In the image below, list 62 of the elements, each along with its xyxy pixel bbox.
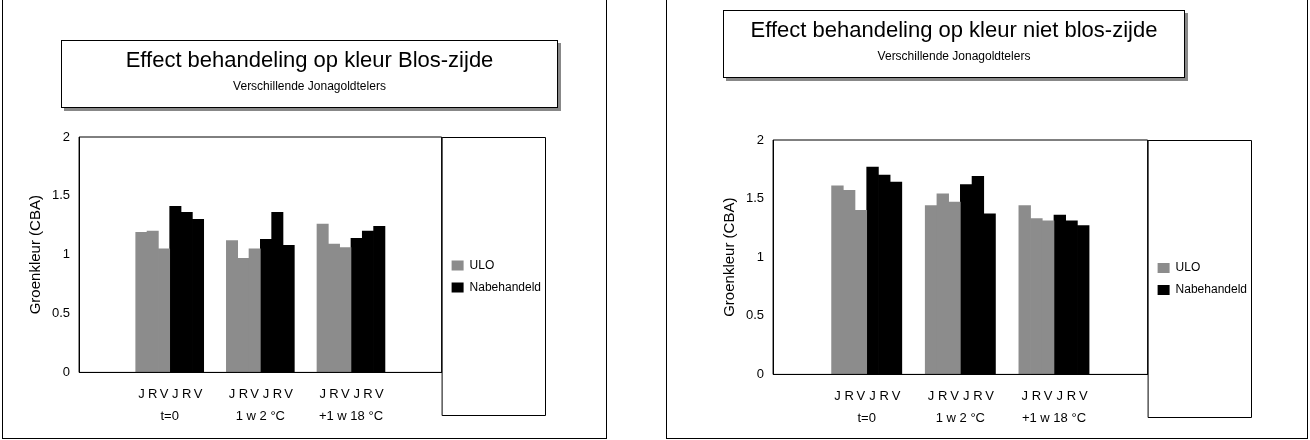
x-tick-label: V — [340, 385, 350, 401]
text: +1 w 18 °C — [318, 408, 384, 424]
x-tick-label: J — [1021, 387, 1028, 403]
y-tick-label: 0.5 — [51, 305, 71, 321]
legend-label: ULO — [469, 257, 495, 272]
x-tick-label: R — [938, 387, 948, 403]
chart-subtitle: Verschillende Jonagoldtelers — [876, 49, 1032, 63]
x-tick-label: J — [262, 385, 270, 401]
x-tick-label: R — [363, 385, 373, 401]
x-tick-label: V — [985, 387, 995, 403]
y-tick-label: 2 — [62, 128, 71, 144]
x-tick-label: R — [182, 385, 192, 401]
x-tick-label: R — [879, 387, 889, 403]
x-tick-label: R — [238, 385, 249, 401]
y-tick-label: 2 — [756, 131, 765, 147]
x-tick-label: J — [927, 387, 935, 403]
y-tick-label: 0 — [756, 365, 765, 381]
text: 1 w 2 °C — [935, 410, 985, 426]
x-tick-label: V — [193, 385, 203, 401]
text: t=0 — [857, 410, 876, 426]
chart-title: Effect behandeling op kleur niet blos-zijde — [749, 17, 1159, 43]
x-tick-label: R — [272, 385, 283, 401]
x-tick-label: J — [138, 385, 145, 401]
x-tick-label: J — [172, 385, 179, 401]
x-tick-label: V — [1043, 387, 1053, 403]
x-tick-label: R — [1031, 387, 1042, 403]
legend-label: Nabehandeld — [469, 279, 542, 294]
y-tick-label: 0.5 — [745, 307, 765, 323]
x-tick-label: V — [856, 387, 866, 403]
y-tick-label: 1 — [756, 248, 765, 264]
y-tick-label: 1 — [62, 246, 71, 262]
x-tick-label: J — [834, 387, 841, 403]
x-tick-label: J — [1056, 387, 1064, 403]
y-axis-title: Groenkleur (CBA) — [26, 195, 44, 315]
legend-label: ULO — [1175, 260, 1201, 275]
legend-label: Nabehandeld — [1175, 282, 1248, 297]
x-tick-label: R — [329, 385, 339, 401]
x-tick-label: V — [284, 385, 294, 401]
text: 1 w 2 °C — [235, 408, 285, 424]
x-tick-label: R — [148, 385, 158, 401]
x-tick-label: V — [950, 387, 960, 403]
x-tick-label: J — [353, 385, 360, 401]
x-tick-label: J — [869, 387, 876, 403]
y-tick-label: 1.5 — [51, 187, 71, 203]
x-tick-label: V — [374, 385, 384, 401]
x-tick-label: V — [250, 385, 260, 401]
x-tick-label: R — [973, 387, 983, 403]
x-tick-label: R — [844, 387, 854, 403]
chart-title: Effect behandeling op kleur Blos-zijde — [124, 47, 495, 73]
x-tick-label: J — [319, 385, 326, 401]
y-axis-title: Groenkleur (CBA) — [720, 197, 738, 317]
x-tick-label: V — [1078, 387, 1088, 403]
text: +1 w 18 °C — [1021, 410, 1087, 426]
text: t=0 — [160, 408, 179, 424]
chart-subtitle: Verschillende Jonagoldtelers — [232, 79, 387, 93]
x-tick-label: R — [1066, 387, 1077, 403]
x-tick-label: V — [159, 385, 169, 401]
x-tick-label: J — [228, 385, 236, 401]
x-tick-label: J — [962, 387, 970, 403]
x-tick-label: V — [891, 387, 901, 403]
y-tick-label: 0 — [62, 363, 71, 379]
y-tick-label: 1.5 — [745, 190, 765, 206]
